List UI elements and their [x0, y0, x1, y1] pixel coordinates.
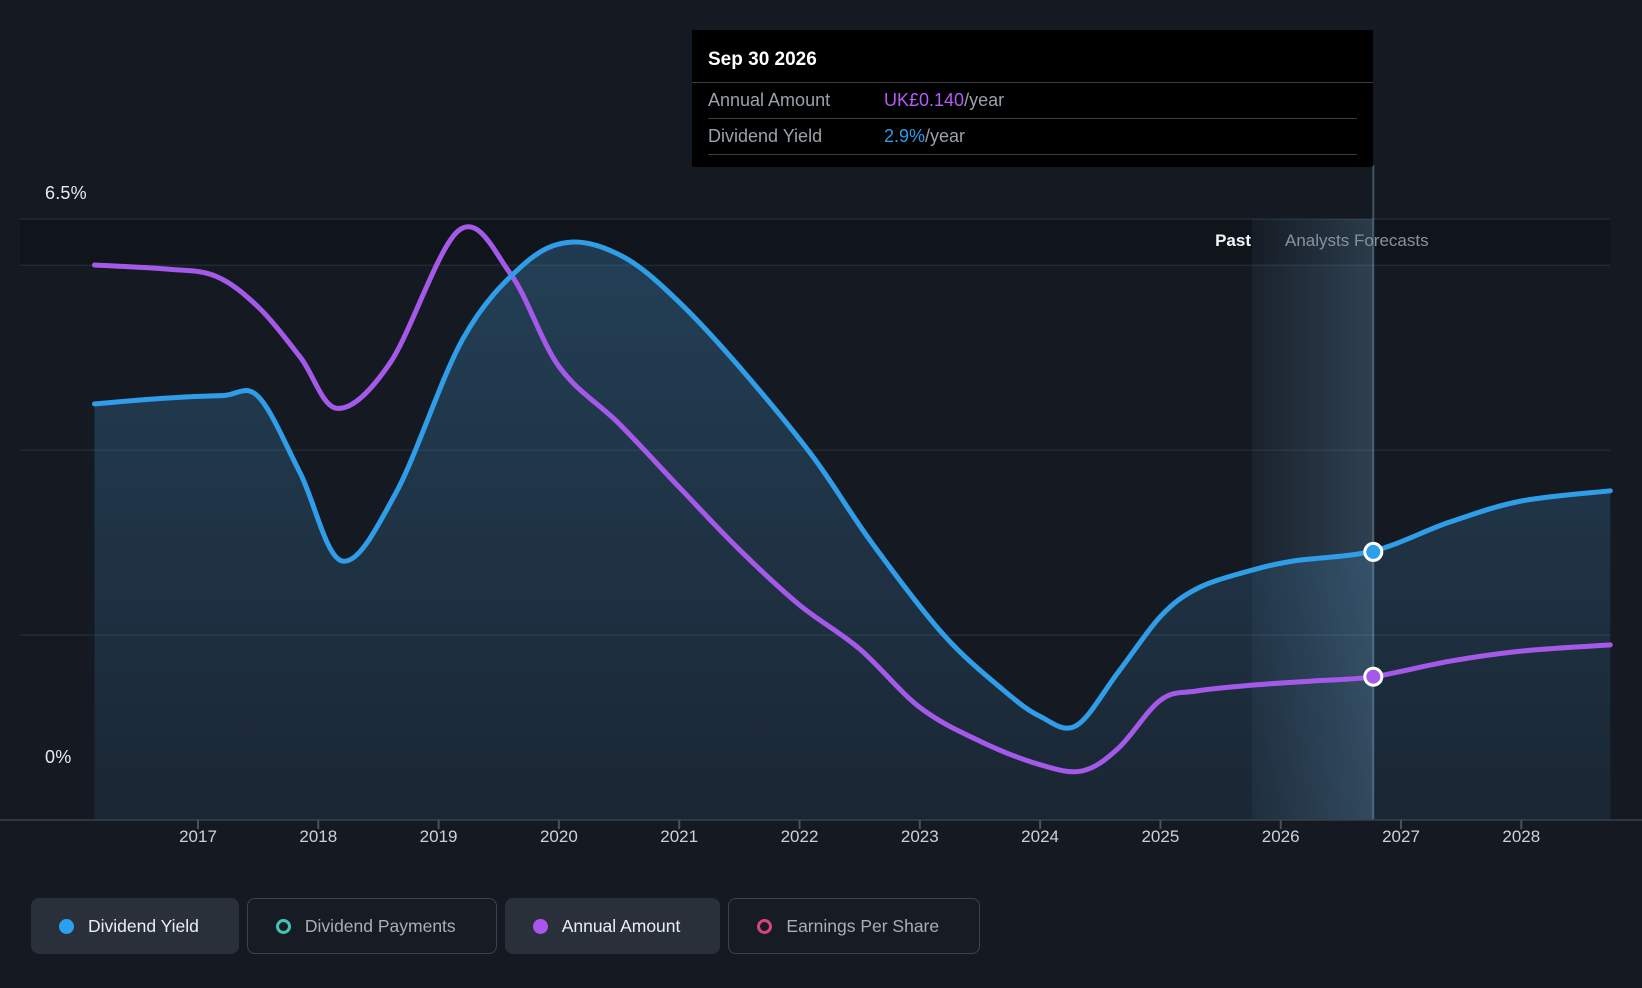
x-axis-label: 2027 — [1382, 827, 1420, 846]
x-axis-label: 2025 — [1141, 827, 1180, 846]
past-label: Past — [1215, 231, 1251, 250]
tooltip-value: UK£0.140 — [884, 90, 965, 110]
x-axis-label: 2018 — [299, 827, 338, 846]
tooltip-row-dividend-yield: Dividend Yield 2.9% /year — [708, 119, 1357, 155]
y-axis-label-bottom: 0% — [45, 747, 72, 767]
legend-button-annual-amount[interactable]: Annual Amount — [504, 898, 721, 954]
legend-label: Dividend Yield — [88, 915, 199, 936]
x-axis-label: 2022 — [780, 827, 819, 846]
legend-label: Dividend Payments — [304, 915, 456, 936]
dividend-yield-marker-point[interactable] — [1363, 541, 1384, 562]
tooltip-row-annual-amount: Annual Amount UK£0.140 /year — [708, 83, 1357, 119]
dividend-yield-dot-icon — [59, 918, 74, 934]
annual-amount-dot-icon — [532, 918, 548, 934]
x-axis-label: 2020 — [539, 827, 578, 846]
tooltip-label: Annual Amount — [708, 90, 831, 110]
x-axis-label: 2028 — [1502, 827, 1541, 846]
legend-button-earnings-per-share[interactable]: Earnings Per Share — [728, 898, 981, 954]
x-axis-label: 2023 — [900, 827, 939, 846]
annual-amount-line[interactable] — [92, 224, 1613, 775]
tooltip-label: Dividend Yield — [708, 126, 823, 146]
tooltip-padding — [692, 155, 1373, 167]
tooltip-value-suffix: /year — [964, 90, 1005, 110]
legend-label: Annual Amount — [561, 915, 681, 936]
forecast-highlight-band — [1251, 219, 1374, 820]
x-axis-label: 2021 — [660, 827, 699, 846]
legend-label: Earnings Per Share — [786, 915, 940, 936]
legend-button-dividend-payments[interactable]: Dividend Payments — [246, 898, 497, 954]
tooltip-value: 2.9% — [884, 126, 926, 146]
analysts-forecasts-label: Analysts Forecasts — [1285, 231, 1429, 250]
legend-button-dividend-yield[interactable]: Dividend Yield — [31, 898, 239, 954]
tooltip-date-title: Sep 30 2026 — [692, 38, 1373, 83]
dividend-yield-line[interactable] — [92, 239, 1613, 731]
y-axis-label-top: 6.5% — [45, 183, 87, 203]
chart-tooltip: Sep 30 2026 Annual Amount UK£0.140 /year… — [692, 30, 1373, 167]
dividend-yield-area-fill — [94, 241, 1611, 820]
annual-amount-marker-point[interactable] — [1363, 666, 1384, 687]
series-legend: Dividend Yield Dividend Payments Annual … — [31, 898, 981, 954]
dividend-payments-ring-icon — [275, 918, 291, 934]
x-axis-label: 2026 — [1261, 827, 1300, 846]
x-axis-label: 2019 — [419, 827, 458, 846]
tooltip-value-suffix: /year — [925, 126, 966, 146]
earnings-per-share-ring-icon — [757, 918, 773, 934]
x-axis-label: 2017 — [179, 827, 217, 846]
x-axis-label: 2024 — [1021, 827, 1059, 846]
